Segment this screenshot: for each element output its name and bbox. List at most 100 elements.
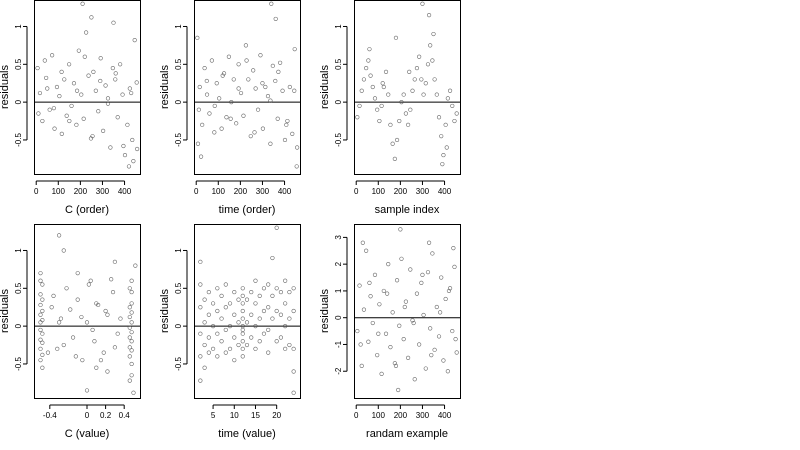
data-point (96, 109, 101, 114)
data-point (59, 131, 64, 137)
data-point (261, 331, 267, 336)
data-point (129, 320, 134, 325)
data-point (112, 259, 117, 264)
data-point (243, 43, 248, 48)
data-point (82, 54, 87, 59)
data-point (92, 339, 97, 344)
data-point (220, 73, 225, 78)
data-point (394, 137, 400, 143)
data-point (86, 282, 91, 287)
data-point (240, 354, 245, 359)
data-point (266, 350, 271, 355)
data-point (206, 289, 211, 295)
x-tick-label: 400 (278, 187, 292, 196)
data-point (443, 296, 448, 302)
data-point (108, 145, 113, 150)
data-point (127, 354, 132, 359)
data-point (287, 342, 292, 348)
data-point (57, 233, 62, 238)
data-point (127, 86, 132, 91)
x-tick-label: 10 (230, 411, 239, 420)
data-point (215, 354, 220, 359)
data-point (200, 122, 205, 127)
data-point (240, 308, 245, 314)
data-point (402, 304, 407, 310)
data-point (40, 317, 45, 323)
data-point (406, 122, 411, 127)
data-point (81, 116, 86, 121)
data-point (35, 65, 40, 71)
data-point (126, 164, 132, 169)
x-tick-label: 200 (74, 187, 88, 196)
data-point (135, 146, 140, 152)
x-tick-label: 100 (52, 187, 66, 196)
data-point (215, 286, 220, 291)
data-point (270, 255, 275, 261)
data-point (229, 100, 234, 105)
data-point (380, 81, 385, 86)
data-point (68, 307, 73, 312)
data-point (98, 78, 103, 84)
data-point (240, 346, 245, 351)
data-point (62, 77, 67, 82)
data-point (276, 69, 281, 74)
data-point (436, 334, 442, 339)
data-point (390, 141, 395, 146)
y-tick-label: 0.5 (174, 58, 183, 70)
data-point (421, 92, 426, 97)
data-point (408, 107, 413, 112)
data-point (127, 335, 132, 340)
y-tick-label: 0 (174, 323, 183, 328)
panel-bottom-middle: 5 10 15 20 -0.5 0 0.5 1 time (value) residuals (159, 224, 301, 440)
data-point (260, 126, 266, 131)
data-point (355, 328, 360, 334)
data-point (439, 275, 444, 280)
data-point (75, 297, 80, 302)
data-point (45, 350, 51, 355)
data-point (372, 272, 378, 277)
data-point (224, 115, 229, 120)
data-point (196, 107, 201, 112)
data-point (132, 37, 137, 43)
data-point (287, 289, 292, 295)
x-tick-label: 200 (394, 411, 408, 420)
data-point (417, 342, 422, 347)
data-point (131, 390, 136, 395)
data-point (244, 320, 250, 325)
data-point (232, 358, 237, 363)
data-point (210, 324, 216, 329)
y-tick-label: -1 (334, 340, 343, 348)
data-point (278, 335, 284, 340)
data-point (73, 354, 78, 359)
data-point (278, 289, 284, 295)
data-point (388, 122, 393, 127)
data-point (440, 162, 445, 167)
data-point (364, 248, 369, 253)
data-point (361, 307, 367, 312)
data-point (425, 62, 431, 67)
data-point (74, 88, 80, 93)
data-point (109, 277, 114, 282)
y-tick-label: 0 (14, 323, 23, 328)
data-point (401, 92, 406, 97)
data-point (381, 288, 386, 294)
data-point (423, 81, 428, 86)
data-point (452, 264, 457, 269)
data-point (227, 346, 233, 351)
x-tick-label: 0 (354, 187, 359, 196)
data-point (113, 71, 118, 76)
data-point (103, 83, 108, 88)
data-point (266, 305, 271, 310)
data-point (129, 339, 134, 344)
data-point (438, 310, 443, 315)
data-point (129, 348, 134, 353)
data-point (261, 286, 267, 291)
data-point (428, 326, 433, 331)
panel-top-left: 0 100 200 300 400 -0.5 0 0.5 1 C (order) residuals (0, 0, 141, 216)
data-point (285, 118, 290, 124)
data-point (38, 292, 43, 297)
data-point (127, 314, 132, 320)
data-point (257, 293, 262, 298)
data-point (129, 310, 134, 315)
data-point (40, 118, 45, 124)
